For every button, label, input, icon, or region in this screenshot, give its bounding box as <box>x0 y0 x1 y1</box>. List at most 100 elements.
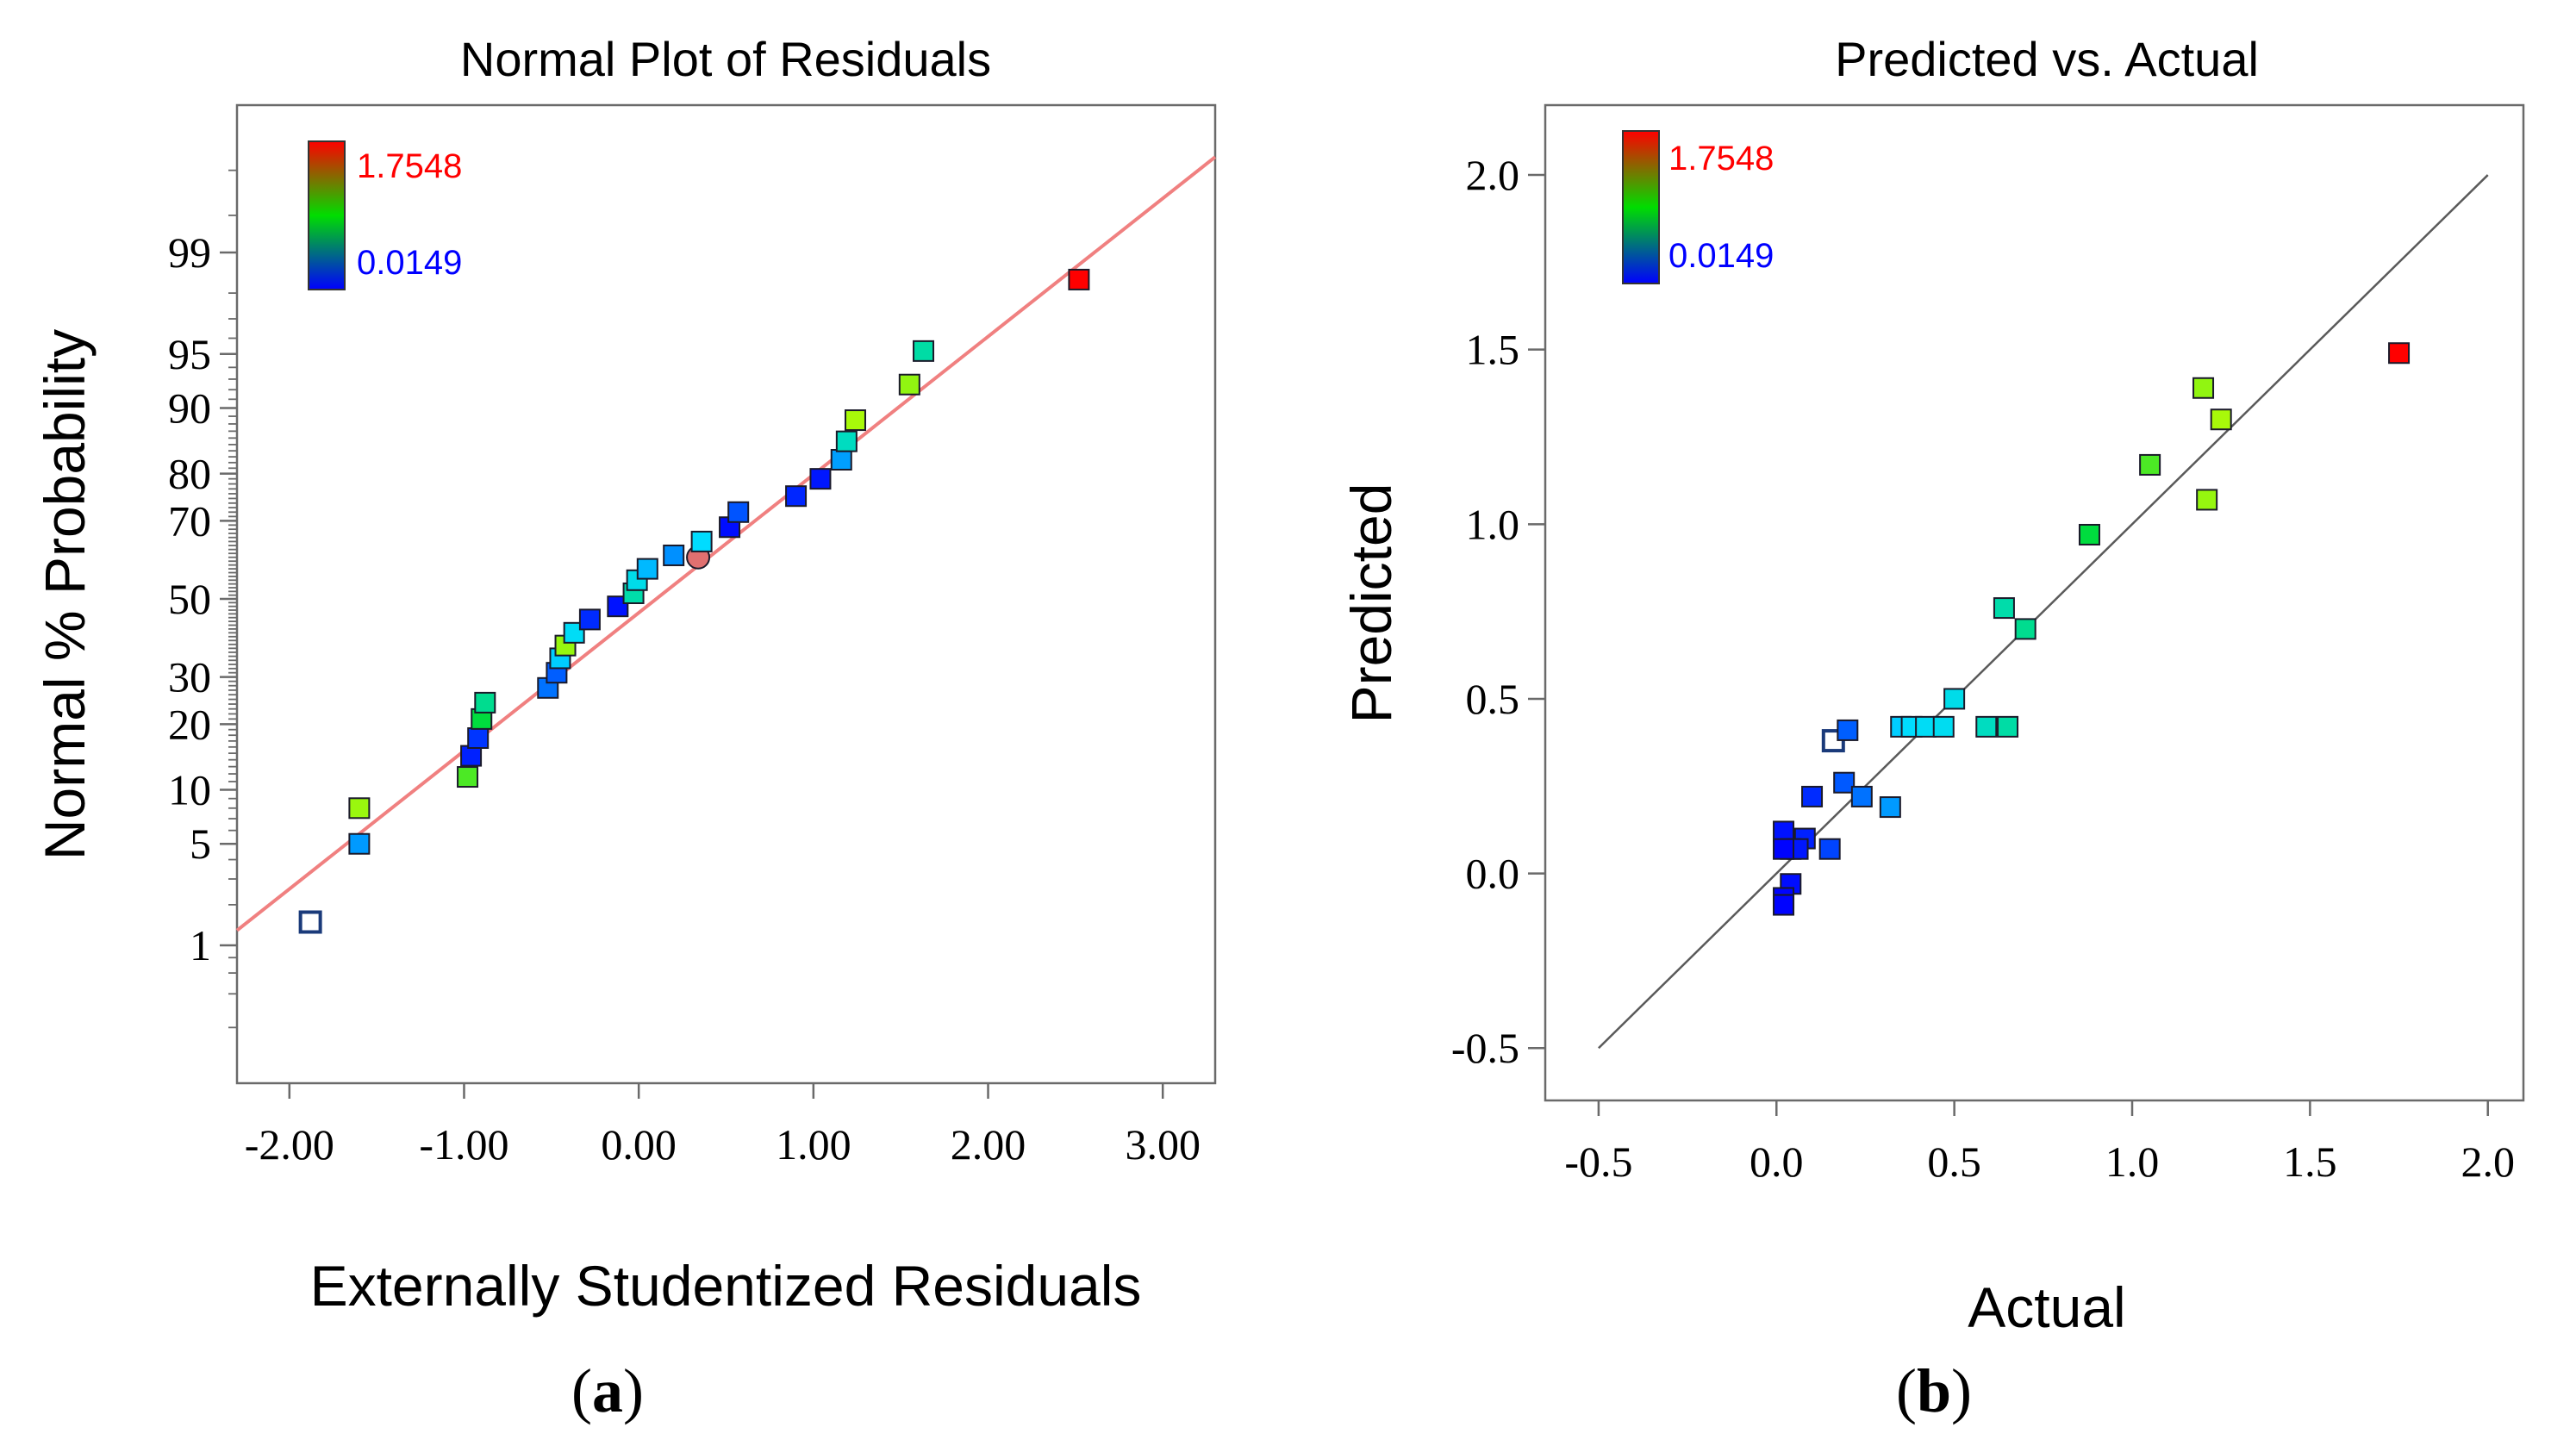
panel-a-x-ticks: -2.00 -1.00 0.00 1.00 2.00 3.00 <box>245 1083 1201 1169</box>
panel-b-point <box>2210 408 2232 431</box>
panel-b-point <box>2388 342 2411 365</box>
panel-a-y-tick-label: 30 <box>168 653 211 701</box>
panel-b-point <box>1879 796 1901 819</box>
panel-b-point <box>2196 489 2218 511</box>
panel-a-caption-letter: a <box>592 1356 623 1425</box>
panel-b-colorbar-min-label: 0.0149 <box>1668 237 1774 275</box>
panel-b-point <box>1833 771 1856 794</box>
panel-a-caption: (a) <box>571 1356 644 1425</box>
panel-a-y-tick-label: 1 <box>190 921 211 969</box>
panel-a-y-tick-label: 90 <box>168 384 211 433</box>
panel-a-x-tick-label: 1.00 <box>776 1120 851 1169</box>
panel-b-x-tick-label: 2.0 <box>2461 1137 2515 1186</box>
panel-a-point <box>913 340 935 362</box>
panel-a-point <box>809 468 832 490</box>
panel-a-point <box>474 691 496 714</box>
panel-b-x-tick-label: -0.5 <box>1564 1137 1632 1186</box>
panel-a-point <box>578 608 601 631</box>
panel-b-x-axis-label: Actual <box>1968 1275 2125 1339</box>
panel-b-point <box>1837 719 1859 741</box>
panel-a-point <box>830 449 852 471</box>
panel-b-x-tick-label: 1.5 <box>2283 1137 2337 1186</box>
panel-a-point <box>690 530 713 552</box>
panel-b-caption-letter: b <box>1917 1356 1951 1425</box>
panel-b-point <box>1915 715 1937 738</box>
panel-a-point <box>460 745 483 767</box>
panel-a-point <box>348 832 371 855</box>
panel-a-x-tick-label: -1.00 <box>419 1120 508 1169</box>
panel-b-point <box>1997 715 2019 738</box>
panel-b-point <box>2078 523 2100 545</box>
panel-b-point <box>2192 377 2215 399</box>
panel-b-point <box>1773 894 1795 916</box>
panel-a-y-axis-label: Normal % Probability <box>33 329 97 860</box>
panel-a-point <box>898 373 920 396</box>
panel-b-fit-line-group <box>1598 174 2489 1050</box>
panel-b-colorbar-max-label: 1.7548 <box>1668 140 1774 178</box>
panel-a-x-tick-label: 2.00 <box>951 1120 1026 1169</box>
panel-a-point <box>1068 268 1090 290</box>
panel-b-y-tick-label: 0.5 <box>1466 675 1520 723</box>
panel-a-y-tick-label: 5 <box>190 820 211 868</box>
panel-a-colorbar-min-label: 0.0149 <box>357 244 462 282</box>
panel-a-y-tick-label: 80 <box>168 450 211 498</box>
panel-b-title: Predicted vs. Actual <box>1835 32 2259 86</box>
panel-b-y-tick-label: 0.0 <box>1466 850 1520 898</box>
panel-b-point <box>1773 838 1795 860</box>
panel-a-point <box>457 766 479 788</box>
panel-a-fit-line <box>235 155 1217 932</box>
panel-b-y-tick-label: 1.5 <box>1466 326 1520 374</box>
panel-b-y-tick-label: 2.0 <box>1466 151 1520 199</box>
panel-a-x-tick-label: 3.00 <box>1125 1120 1201 1169</box>
panel-a-y-tick-label: 10 <box>168 765 211 813</box>
panel-b-point <box>2014 618 2036 640</box>
panel-b-y-ticks: -0.5 0.0 0.5 1.0 1.5 2.0 <box>1451 151 1545 1072</box>
panel-b-point <box>1943 688 1966 710</box>
panel-a-point <box>785 485 808 508</box>
panel-b-y-tick-label: -0.5 <box>1451 1024 1519 1072</box>
panel-a-fit-line-group <box>235 155 1217 932</box>
panel-b: Predicted vs. Actual -0.5 0.0 0.5 1.0 1.5 2.0… <box>1339 32 2525 1425</box>
panel-b-x-ticks: -0.5 0.0 0.5 1.0 1.5 2.0 <box>1564 1100 2515 1186</box>
panel-b-caption: (b) <box>1896 1356 1972 1425</box>
panel-a-y-tick-label: 50 <box>168 575 211 623</box>
panel-a-y-tick-label: 70 <box>168 496 211 545</box>
panel-b-point <box>1993 597 2015 620</box>
panel-b-y-axis-label: Predicted <box>1339 483 1403 724</box>
panel-b-point <box>1818 838 1841 860</box>
panel-b-x-tick-label: 1.0 <box>2105 1137 2160 1186</box>
panel-b-point <box>1932 715 1955 738</box>
panel-b-plot-frame <box>1544 103 2525 1102</box>
panel-a-x-tick-label: 0.00 <box>601 1120 677 1169</box>
panel-b-x-tick-label: 0.0 <box>1750 1137 1804 1186</box>
panel-b-point <box>1850 785 1873 807</box>
panel-a-plot-frame <box>235 103 1217 1085</box>
panel-a-point <box>835 430 858 452</box>
panel-a-point <box>636 558 658 580</box>
panel-a-x-axis-label: Externally Studentized Residuals <box>310 1254 1142 1318</box>
panel-a-y-tick-label: 95 <box>168 330 211 378</box>
panel-a-point <box>348 797 371 820</box>
panel-b-colorbar <box>1622 130 1660 284</box>
panel-a-x-tick-label: -2.00 <box>245 1120 334 1169</box>
panel-a-title: Normal Plot of Residuals <box>460 32 991 86</box>
panel-b-point <box>1801 785 1824 807</box>
panel-b-x-tick-label: 0.5 <box>1927 1137 1981 1186</box>
panel-b-points <box>1773 342 2411 916</box>
panel-b-y-tick-label: 1.0 <box>1466 500 1520 548</box>
panel-a-colorbar <box>308 140 346 290</box>
panel-b-point <box>2139 453 2161 476</box>
panel-a-point <box>298 910 322 934</box>
panel-b-point <box>1975 715 1998 738</box>
panel-a-point <box>663 544 685 566</box>
panel-a-point <box>844 409 866 432</box>
panel-a: Normal Plot of Residuals -2.00 -1.00 0.00 1… <box>33 32 1217 1425</box>
panel-a-y-tick-label: 20 <box>168 700 211 748</box>
panel-a-point <box>467 726 490 749</box>
panel-a-point <box>727 501 750 523</box>
panel-b-fit-line <box>1598 174 2489 1050</box>
panel-a-colorbar-max-label: 1.7548 <box>357 147 462 185</box>
panel-a-points <box>298 268 1090 934</box>
